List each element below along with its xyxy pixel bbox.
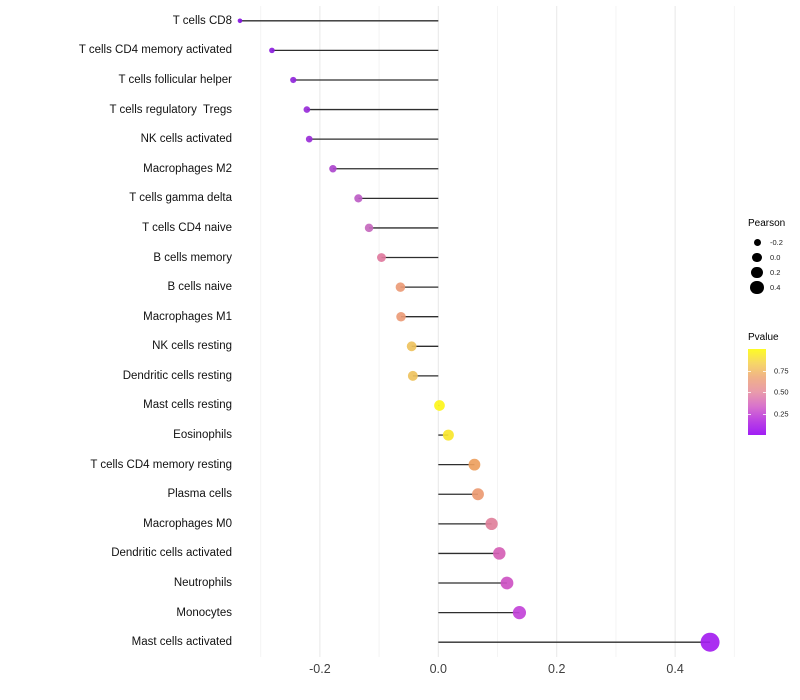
pvalue-legend-tick [748,370,751,372]
lollipop-point [468,458,481,471]
x-axis-tick-label: 0.0 [429,662,447,676]
y-axis-label: T cells CD4 naive [142,221,232,234]
legend-size-dot-icon [750,280,764,295]
y-axis-label: T cells follicular helper [118,73,232,86]
pvalue-legend-tick [748,392,751,393]
pvalue-legend-tick [763,392,766,393]
pvalue-legend-label: 0.75 [774,366,789,375]
lollipop-point [434,400,445,411]
legend-size-entry: 0.2 [742,265,800,280]
y-axis-label: Eosinophils [173,429,232,442]
legend-size-label: 0.2 [770,268,781,277]
y-axis-label: Dendritic cells activated [111,547,232,560]
y-axis-label: Neutrophils [173,577,232,590]
legend-size-dot-icon [751,266,763,279]
legend-size-dot-icon [753,239,761,246]
legend-size-entry: -0.2 [742,235,800,250]
y-axis-label: Plasma cells [167,488,232,501]
lollipop-point [354,194,363,203]
y-axis-label: T cells CD4 memory resting [90,458,232,471]
y-axis-label: T cells CD4 memory activated [78,44,232,57]
y-axis-label: B cells naive [167,281,232,294]
legend-size-entry: 0.0 [742,250,800,265]
lollipop-point [485,517,498,530]
pvalue-gradient-bar [748,349,766,435]
y-axis-label: Dendritic cells resting [122,369,232,382]
y-axis-label: B cells memory [153,251,232,264]
legend-size-entry: 0.4 [742,280,800,295]
lollipop-point [396,311,406,322]
legend-pearson-size: Pearson -0.2 0.0 0.2 0.4 [742,218,800,295]
x-axis-tick-label: 0.2 [548,662,566,676]
y-axis-label: Mast cells activated [131,636,232,649]
pvalue-legend-tick [763,413,766,415]
pvalue-legend-tick [748,413,751,415]
y-axis-label: NK cells activated [140,133,232,146]
lollipop-point [700,632,720,652]
lollipop-point [305,135,313,143]
lollipop-point [364,223,374,233]
x-axis-tick-label: -0.2 [309,662,331,676]
y-axis-label: NK cells resting [152,340,232,353]
lollipop-point [472,488,484,501]
pvalue-legend-label: 0.25 [774,409,789,418]
lollipop-point [237,18,243,24]
legend-pvalue-title: Pvalue [748,332,779,343]
y-axis-label: T cells gamma delta [129,192,232,205]
lollipop-point [269,47,275,54]
lollipop-point [512,606,527,620]
legend-size-label: 0.0 [770,253,781,262]
lollipop-point [406,341,417,352]
y-axis-label: Mast cells resting [143,399,232,412]
legend-pearson-title: Pearson [748,218,786,229]
pvalue-legend-label: 0.50 [774,387,789,397]
lollipop-point [377,253,386,262]
lollipop-point [500,576,514,590]
lollipop-point [442,429,454,441]
lollipop-point [329,165,337,173]
y-axis-label: Macrophages M2 [143,162,232,175]
y-axis-label: T cells CD8 [172,14,232,27]
lollipop-point [290,76,297,84]
lollipop-point [395,282,406,292]
lollipop-point [407,370,418,381]
x-axis-tick-label: 0.4 [666,662,684,676]
legend-pearson-entries: -0.2 0.0 0.2 0.4 [742,235,800,295]
y-axis-label: T cells regulatory Tregs [109,103,232,116]
lollipop-point [303,106,311,113]
pvalue-gradient-wrap: 0.75 0.50 0.25 [748,349,800,435]
y-axis-label: Macrophages M0 [143,517,232,530]
y-axis-label: Monocytes [176,606,232,619]
legend-size-dot-icon [752,252,762,263]
legend-size-label: 0.4 [770,283,781,292]
y-axis-label: Macrophages M1 [143,310,232,323]
lollipop-point [493,547,506,560]
legend-size-label: -0.2 [770,238,783,247]
y-axis-labels: T cells CD8 T cells CD4 memory activated T… [0,0,232,700]
pvalue-legend-tick [763,370,766,372]
legend-pvalue-color: Pvalue 0.75 0.50 0.25 [742,332,800,435]
